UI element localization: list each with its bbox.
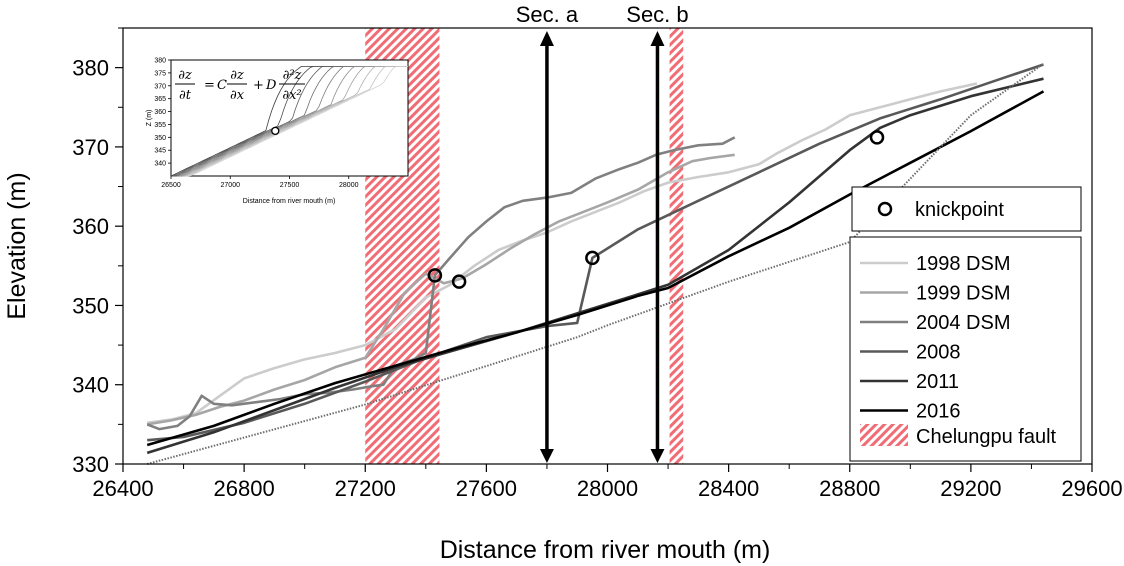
x-tick-label-28400: 28400 <box>698 476 759 501</box>
eq-c: C <box>217 78 227 93</box>
inset-x-tick-label-28000: 28000 <box>339 182 359 189</box>
eq-equals: = <box>204 78 215 93</box>
y-tick-label-380: 380 <box>72 56 109 81</box>
eq-d2z-num: ∂²z <box>283 68 302 83</box>
y-tick-label-330: 330 <box>72 452 109 477</box>
fault-zones <box>365 28 684 464</box>
legend-knickpoint-label: knickpoint <box>915 199 1004 221</box>
inset-y-axis-title: Z (m) <box>146 110 153 127</box>
inset-knickpoint-marker <box>271 126 280 136</box>
legend-series-entries: 1998 DSM 1999 DSM 2004 DSM 2008 2011 2016 <box>860 253 1011 423</box>
y-tick-label-370: 370 <box>72 135 109 160</box>
section-arrow-head-bottom-2 <box>650 449 665 463</box>
y-tick-label-340: 340 <box>72 373 109 398</box>
legend-label-2011: 2011 <box>916 371 959 393</box>
x-tick-label-29200: 29200 <box>940 476 1001 501</box>
x-tick-label-27200: 27200 <box>335 476 396 501</box>
y-tick-label-360: 360 <box>72 214 109 239</box>
series-line-1998-dsm <box>147 82 978 425</box>
inset-y-tick-label-380: 380 <box>154 58 166 65</box>
inset-curve-8 <box>182 66 408 177</box>
series-line-2004-dsm <box>146 136 736 431</box>
knickpoint-marker-2 <box>451 274 467 289</box>
series-line-2011 <box>146 77 1044 455</box>
x-tick-label-29600: 29600 <box>1061 476 1122 501</box>
eq-dz-dx-num: ∂z <box>230 68 244 83</box>
inset-y-tick-label-345: 345 <box>154 148 166 155</box>
inset-x-axis-title: Distance from river mouth (m) <box>243 198 336 205</box>
series-line-reference <box>146 62 1045 465</box>
inset-y-tick-label-340: 340 <box>154 161 166 168</box>
knickpoints <box>427 130 885 289</box>
legend-series-box <box>849 236 1082 462</box>
inset-y-tick-label-350: 350 <box>154 135 166 142</box>
x-axis-title: Distance from river mouth (m) <box>440 536 771 564</box>
eq-dz-dt-den: ∂t <box>179 88 192 103</box>
knickpoint-marker-1 <box>427 268 443 283</box>
inset-curve-7 <box>179 66 408 177</box>
x-tick-label-28000: 28000 <box>577 476 638 501</box>
section-label-2: Sec. b <box>626 2 688 27</box>
inset-x-ticks: 26500 27000 27500 28000 <box>161 176 359 189</box>
legend-label-2004-dsm: 2004 DSM <box>916 312 1011 334</box>
section-arrow-head-top-2 <box>650 31 665 46</box>
inset-x-tick-label-27500: 27500 <box>280 182 300 189</box>
inset-y-ticks: 340 345 350 355 360 365 370 375 380 <box>154 58 171 168</box>
eq-plus: + <box>253 78 264 93</box>
legend-label-2008: 2008 <box>916 342 961 364</box>
legend-label-2016: 2016 <box>916 401 961 423</box>
legend-label-1999-dsm: 1999 DSM <box>916 283 1011 305</box>
inset-y-tick-label-360: 360 <box>154 109 166 116</box>
inset-x-tick-label-27000: 27000 <box>221 182 241 189</box>
knickpoint-marker-4 <box>869 130 885 145</box>
series-lines <box>146 62 1045 465</box>
inset-panel: 26500 27000 27500 28000 3403453503553603653… <box>146 58 409 205</box>
section-arrow-head-bottom-1 <box>539 449 554 463</box>
legend: knickpoint 1998 DSM 1999 DSM 2004 DSM 2008 2… <box>849 186 1082 462</box>
series-line-2016 <box>146 90 1045 447</box>
section-markers: Sec. a Sec. b <box>516 2 689 463</box>
section-arrow-head-top-1 <box>539 31 554 46</box>
inset-curves <box>170 66 408 177</box>
eq-dz-dx-den: ∂x <box>230 88 245 103</box>
inset-frame <box>170 59 409 177</box>
x-axis-ticks: 26400 26800 27200 27600 28000 28400 28800 29200… <box>92 464 1123 501</box>
series-line-1999-dsm <box>146 153 735 426</box>
fault-zone-2 <box>669 28 684 464</box>
section-label-1: Sec. a <box>516 2 579 27</box>
eq-dx2-den: ∂x² <box>282 88 301 103</box>
legend-fault-swatch <box>860 424 908 446</box>
y-tick-label-350: 350 <box>72 293 109 318</box>
series-line-2008 <box>147 63 1044 442</box>
x-tick-label-27600: 27600 <box>456 476 517 501</box>
x-tick-label-26800: 26800 <box>214 476 275 501</box>
inset-curve-9 <box>182 66 408 177</box>
inset-y-tick-label-370: 370 <box>154 83 166 90</box>
x-tick-label-28800: 28800 <box>819 476 880 501</box>
inset-x-tick-label-26500: 26500 <box>161 182 181 189</box>
x-tick-label-26400: 26400 <box>92 476 153 501</box>
legend-label-1998-dsm: 1998 DSM <box>916 253 1011 275</box>
inset-curve-10 <box>185 66 408 177</box>
eq-d: D <box>265 78 277 93</box>
y-axis-ticks: 330 340 350 360 370 380 <box>72 27 123 477</box>
y-axis-title: Elevation (m) <box>3 172 31 319</box>
legend-knickpoint-marker <box>877 201 893 217</box>
eq-dz-dt-num: ∂z <box>178 68 192 83</box>
inset-y-tick-label-365: 365 <box>154 96 166 103</box>
inset-y-tick-label-375: 375 <box>154 70 166 77</box>
legend-fault-label: Chelungpu fault <box>916 426 1057 448</box>
inset-equation: ∂z ∂t = C ∂z ∂x + D ∂²z ∂x² <box>175 68 305 103</box>
knickpoint-marker-3 <box>585 250 600 266</box>
inset-y-tick-label-355: 355 <box>154 122 166 129</box>
